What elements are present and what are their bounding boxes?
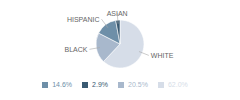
html-text:2.9%: 2.9% [92,81,108,88]
html-text:62.0%: 62.0% [167,81,188,88]
svg-text:ASIAN: ASIAN [107,10,128,17]
html-text:14.6%: 14.6% [52,81,73,88]
svg-text:HISPANIC: HISPANIC [67,16,100,23]
svg-text:WHITE: WHITE [151,52,174,59]
html-text:20.5%: 20.5% [128,81,148,88]
svg-text:BLACK: BLACK [64,46,87,53]
